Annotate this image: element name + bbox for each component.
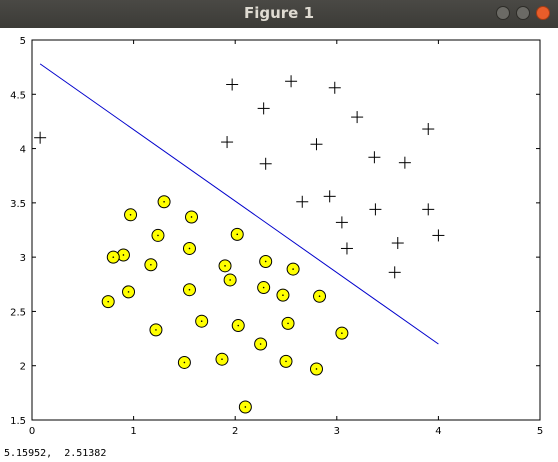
- plus-marker: [422, 123, 435, 136]
- circle-marker-center: [224, 265, 226, 267]
- circle-marker-center: [129, 214, 132, 216]
- plus-marker: [221, 136, 234, 149]
- x-tick-label: 3: [334, 426, 340, 437]
- y-tick-label: 4: [20, 145, 26, 156]
- x-tick-label: 4: [435, 426, 441, 437]
- plus-marker: [310, 138, 323, 151]
- circle-marker-center: [221, 358, 223, 361]
- cursor-coordinates: 5.15952, 2.51382: [4, 448, 107, 459]
- y-tick-label: 1.5: [10, 416, 26, 427]
- plus-marker: [323, 190, 336, 203]
- plus-marker: [388, 266, 401, 279]
- x-tick-label: 5: [537, 426, 543, 437]
- plus-marker: [368, 151, 381, 164]
- circle-marker-center: [236, 233, 239, 236]
- circle-marker-center: [183, 361, 186, 364]
- circle-marker-center: [122, 254, 125, 256]
- circle-marker-center: [287, 322, 289, 325]
- window-title: Figure 1: [243, 4, 315, 22]
- circle-marker-center: [163, 200, 165, 203]
- scatter-plot: 0 1 2 3 4 5 1.5 2 2.5 3 3.5 4 4.5 5: [10, 36, 543, 437]
- circle-marker-center: [341, 332, 343, 334]
- plus-marker: [259, 157, 272, 170]
- y-tick-label: 5: [20, 36, 26, 47]
- circle-marker-center: [155, 329, 157, 331]
- plus-marker: [34, 131, 47, 144]
- minimize-icon[interactable]: [496, 6, 510, 20]
- y-tick-label: 4.5: [10, 90, 26, 101]
- circle-marker-center: [264, 260, 267, 263]
- circle-marker-center: [292, 268, 294, 270]
- circle-marker-center: [157, 234, 159, 237]
- circle-marker-center: [127, 291, 130, 293]
- figure-canvas[interactable]: 0 1 2 3 4 5 1.5 2 2.5 3 3.5 4 4.5 5: [0, 28, 558, 448]
- circle-marker-center: [315, 368, 318, 370]
- maximize-icon[interactable]: [516, 6, 530, 20]
- y-tick-label: 2: [20, 362, 26, 373]
- circle-marker-center: [244, 406, 247, 408]
- circle-marker-center: [285, 360, 287, 363]
- decision-boundary-line: [39, 63, 439, 345]
- circle-marker-center: [112, 256, 115, 258]
- plus-marker: [422, 203, 435, 216]
- circle-marker-center: [229, 279, 231, 281]
- close-icon[interactable]: [536, 6, 550, 20]
- circle-marker-center: [190, 216, 193, 218]
- plus-marker: [398, 156, 411, 169]
- window-titlebar[interactable]: Figure 1: [0, 0, 558, 28]
- x-tick-label: 2: [232, 426, 238, 437]
- plus-marker: [432, 229, 445, 242]
- y-tick-label: 3: [20, 253, 26, 264]
- circle-marker-center: [188, 288, 191, 291]
- circle-marker-center: [150, 263, 152, 266]
- plus-marker: [351, 111, 364, 124]
- circle-marker-center: [188, 247, 191, 250]
- status-bar: 5.15952, 2.51382: [0, 448, 558, 462]
- circle-marker-center: [318, 295, 321, 298]
- plus-marker: [340, 242, 353, 255]
- plus-marker: [285, 75, 298, 88]
- circle-marker-center: [262, 286, 265, 289]
- circle-marker-center: [259, 343, 262, 345]
- plus-marker: [257, 102, 270, 115]
- circle-marker-center: [282, 294, 284, 296]
- x-tick-label: 1: [130, 426, 136, 437]
- plus-marker: [369, 203, 382, 216]
- plus-marker: [328, 81, 341, 94]
- y-tick-label: 3.5: [10, 199, 26, 210]
- plus-marker: [296, 195, 309, 208]
- plus-marker: [391, 237, 404, 250]
- plus-marker: [335, 216, 348, 229]
- plus-marker: [226, 78, 239, 91]
- y-tick-label: 2.5: [10, 307, 26, 318]
- circle-marker-center: [107, 300, 109, 303]
- plot-frame: [31, 39, 541, 421]
- circle-marker-center: [237, 324, 240, 327]
- x-tick-label: 0: [29, 426, 35, 437]
- circle-marker-center: [200, 320, 203, 323]
